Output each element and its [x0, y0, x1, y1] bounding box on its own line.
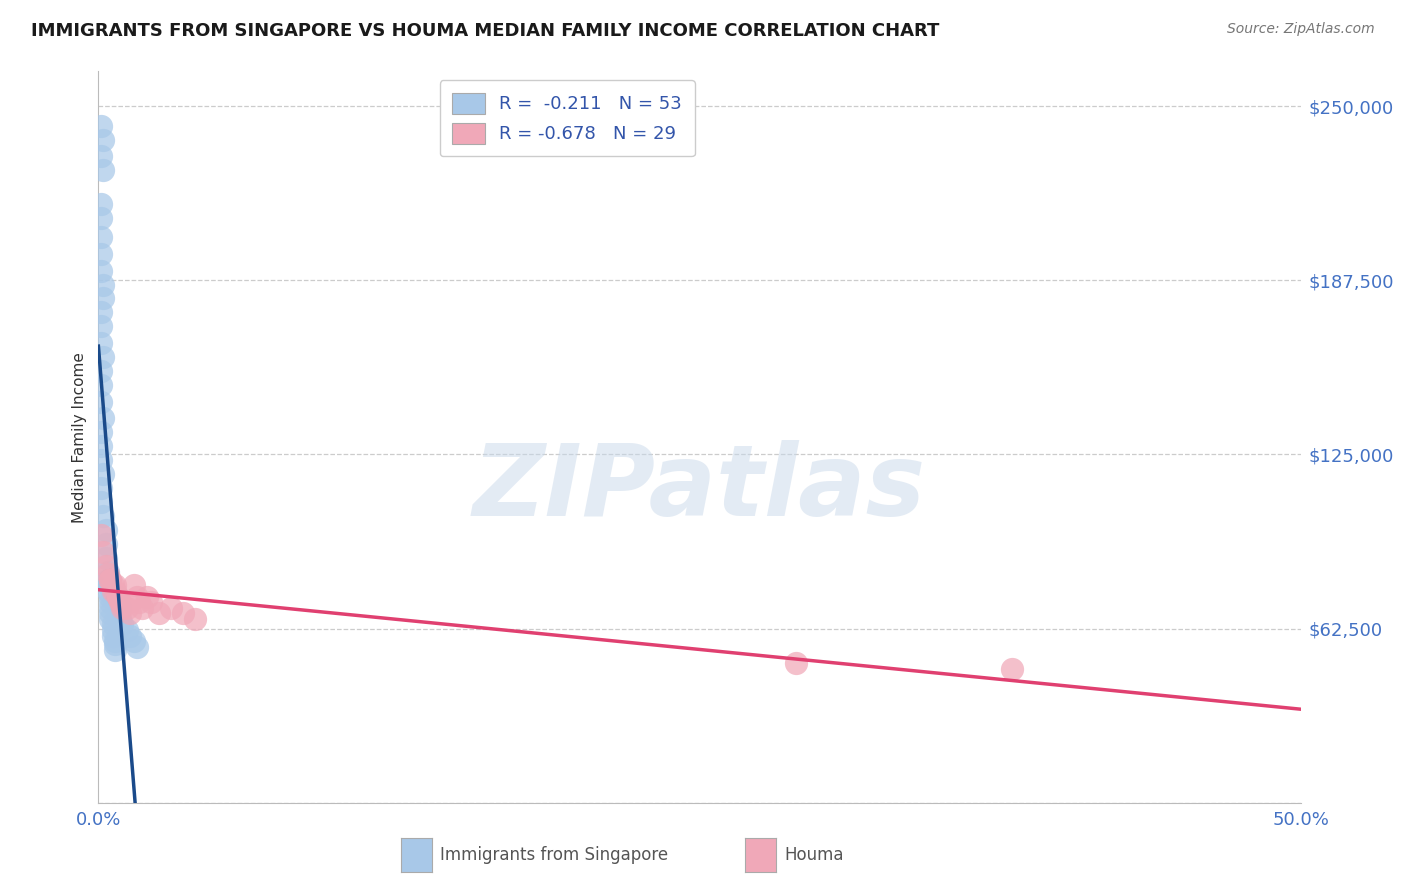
- Point: [111, 598, 134, 612]
- Point: [90, 211, 112, 225]
- Point: [90, 481, 112, 495]
- Point: [91, 508, 114, 523]
- Point: [118, 629, 141, 643]
- Text: Houma: Houma: [785, 847, 844, 864]
- Point: [107, 595, 129, 609]
- Point: [90, 394, 112, 409]
- Point: [108, 595, 131, 609]
- Point: [94, 558, 117, 573]
- Point: [101, 623, 124, 637]
- Point: [97, 578, 120, 592]
- Point: [785, 657, 807, 671]
- Point: [91, 545, 114, 559]
- Point: [90, 495, 112, 509]
- Point: [108, 600, 131, 615]
- Point: [117, 623, 139, 637]
- Point: [124, 578, 146, 592]
- Point: [104, 637, 127, 651]
- Point: [90, 247, 112, 261]
- Point: [111, 617, 134, 632]
- Point: [90, 305, 112, 319]
- Text: Source: ZipAtlas.com: Source: ZipAtlas.com: [1227, 22, 1375, 37]
- Point: [97, 567, 120, 582]
- Point: [100, 573, 122, 587]
- Point: [91, 277, 114, 292]
- Point: [90, 439, 112, 453]
- Text: Immigrants from Singapore: Immigrants from Singapore: [440, 847, 668, 864]
- Point: [94, 536, 117, 550]
- Point: [101, 629, 124, 643]
- Point: [91, 292, 114, 306]
- Point: [111, 600, 134, 615]
- Point: [104, 642, 127, 657]
- Point: [91, 163, 114, 178]
- Point: [100, 600, 122, 615]
- Point: [104, 584, 127, 599]
- Legend: R =  -0.211   N = 53, R = -0.678   N = 29: R = -0.211 N = 53, R = -0.678 N = 29: [440, 80, 695, 156]
- Point: [108, 612, 131, 626]
- Point: [91, 133, 114, 147]
- Point: [101, 584, 124, 599]
- Point: [135, 590, 157, 604]
- Point: [90, 196, 112, 211]
- Text: IMMIGRANTS FROM SINGAPORE VS HOUMA MEDIAN FAMILY INCOME CORRELATION CHART: IMMIGRANTS FROM SINGAPORE VS HOUMA MEDIA…: [31, 22, 939, 40]
- Point: [124, 634, 146, 648]
- Point: [90, 377, 112, 392]
- Point: [97, 565, 120, 579]
- Point: [100, 590, 122, 604]
- Point: [100, 612, 122, 626]
- Point: [148, 607, 170, 621]
- Point: [90, 319, 112, 334]
- Point: [131, 600, 153, 615]
- Point: [107, 590, 129, 604]
- Point: [128, 595, 150, 609]
- Point: [104, 634, 127, 648]
- Point: [90, 230, 112, 244]
- Point: [159, 600, 181, 615]
- Point: [94, 523, 117, 537]
- Point: [90, 149, 112, 163]
- Point: [117, 600, 139, 615]
- Point: [183, 612, 205, 626]
- Point: [90, 364, 112, 378]
- Y-axis label: Median Family Income: Median Family Income: [72, 351, 87, 523]
- Point: [90, 119, 112, 133]
- Point: [90, 336, 112, 351]
- Point: [91, 467, 114, 481]
- Point: [125, 640, 148, 654]
- Point: [100, 573, 122, 587]
- Point: [101, 617, 124, 632]
- Point: [90, 425, 112, 440]
- Point: [172, 607, 194, 621]
- Point: [97, 584, 120, 599]
- Point: [90, 528, 112, 542]
- Point: [100, 595, 122, 609]
- Point: [104, 578, 127, 592]
- Point: [107, 590, 129, 604]
- Point: [90, 453, 112, 467]
- Point: [97, 573, 120, 587]
- Point: [100, 607, 122, 621]
- Point: [141, 595, 163, 609]
- Point: [91, 350, 114, 364]
- Point: [90, 263, 112, 277]
- Point: [91, 411, 114, 425]
- Point: [1001, 662, 1024, 676]
- Text: ZIPatlas: ZIPatlas: [472, 440, 927, 537]
- Point: [107, 590, 129, 604]
- Point: [101, 578, 124, 592]
- Point: [94, 550, 117, 565]
- Point: [125, 590, 148, 604]
- Point: [118, 607, 141, 621]
